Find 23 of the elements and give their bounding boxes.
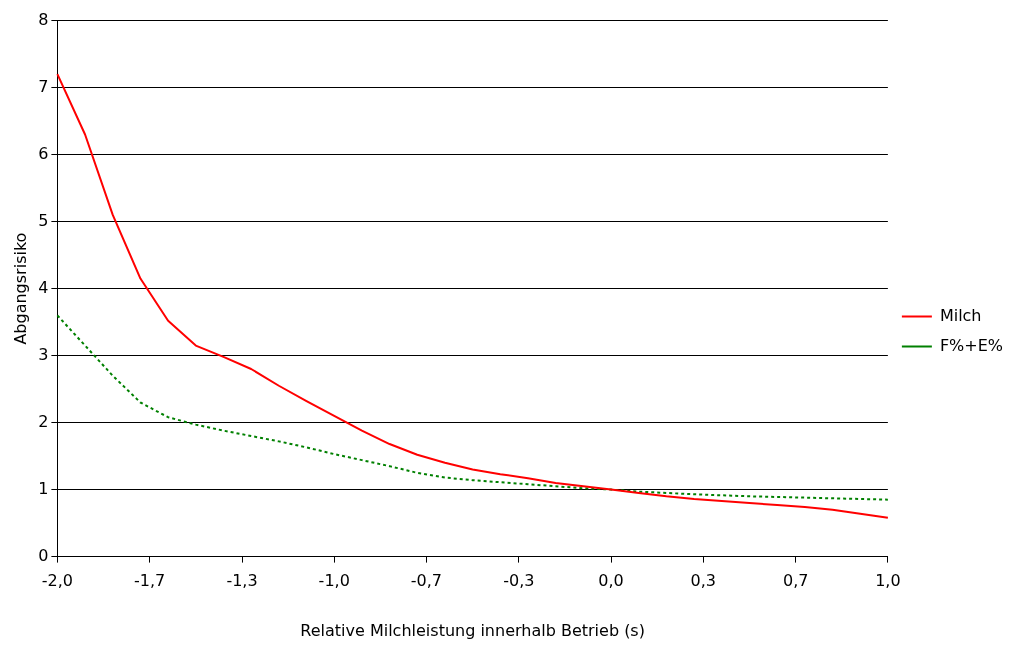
x-axis-title: Relative Milchleistung innerhalb Betrieb (s) [300, 620, 645, 640]
x-tick-label: -1,0 [318, 571, 350, 591]
y-tick-label: 4 [38, 277, 49, 297]
y-tick-label: 1 [38, 478, 49, 498]
y-tick-label: 6 [38, 143, 49, 163]
x-tick-label: -1,7 [133, 571, 166, 591]
y-tick-label: 7 [38, 76, 49, 96]
x-tick-label: 0,7 [782, 571, 809, 591]
y-axis-title: Abgangsrisiko [10, 232, 30, 345]
x-tick-label: -0,7 [410, 571, 443, 591]
x-tick-label: 0,3 [690, 571, 716, 591]
y-tick-label: 2 [38, 411, 49, 431]
legend-label: F%+E% [939, 335, 1003, 355]
y-tick-label: 8 [38, 9, 49, 29]
legend-label: Milch [939, 305, 982, 325]
x-tick-label: -0,3 [503, 571, 535, 591]
y-tick-label: 3 [38, 344, 49, 364]
x-tick-label: -2,0 [41, 571, 73, 591]
y-tick-label: 5 [38, 210, 49, 230]
x-tick-label: -1,3 [226, 571, 258, 591]
x-tick-label: 0,0 [598, 571, 624, 591]
y-tick-label: 0 [38, 545, 49, 565]
x-tick-label: 1,0 [875, 571, 901, 591]
